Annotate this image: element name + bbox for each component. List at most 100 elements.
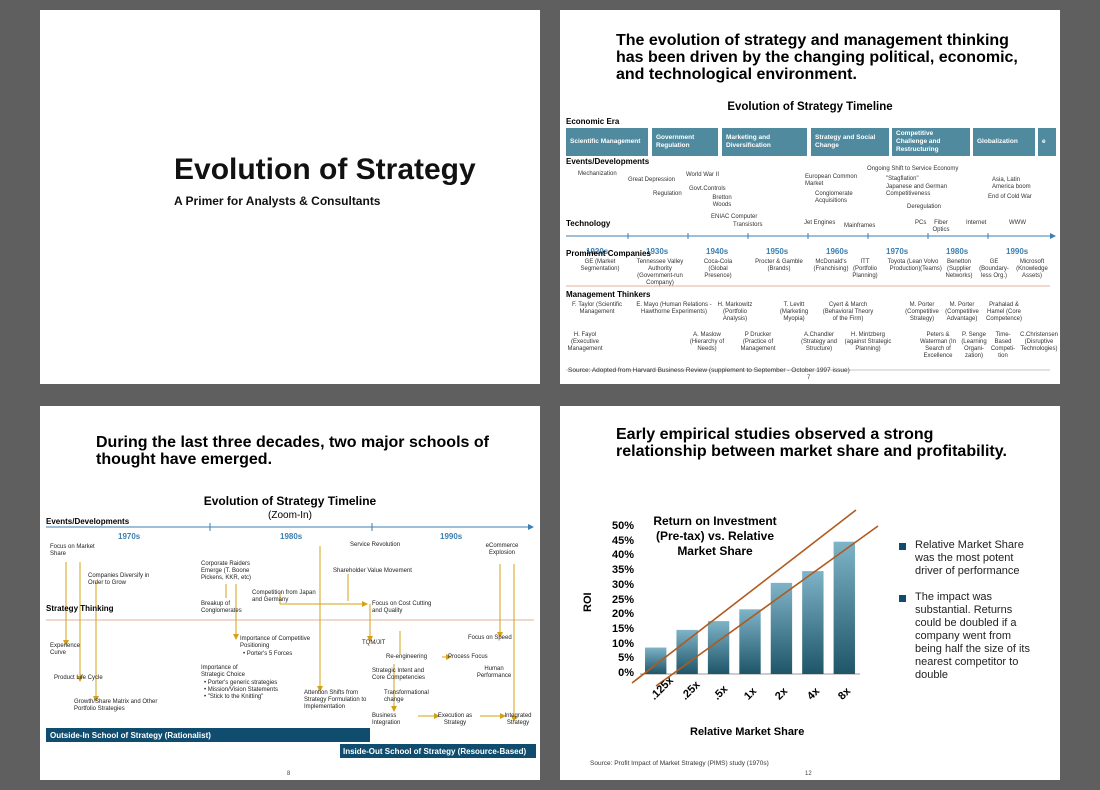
timeline-item: Attention Shifts from Strategy Formulati…	[304, 690, 367, 710]
y-tick-label: 50%	[611, 520, 634, 532]
era-scientific-management: Scientific Management	[566, 128, 648, 156]
page-number: 8	[287, 771, 291, 777]
economic-era-label: Economic Era	[566, 117, 620, 126]
tech-item: WWW	[1009, 220, 1026, 226]
y-tick-label: 10%	[611, 637, 634, 650]
thinker-item: H. Mintzberg (against Strategic Planning…	[844, 332, 892, 352]
company-item: Procter & Gamble (Brands)	[755, 259, 803, 272]
slide-timeline: The evolution of strategy and management…	[560, 10, 1060, 384]
thinker-item: Peters & Waterman (In Search of Excellen…	[919, 332, 957, 359]
source-note: Source: Profit Impact of Market Strategy…	[590, 760, 769, 767]
y-tick-label: 40%	[611, 549, 634, 562]
slide3-headline: During the last three decades, two major…	[96, 434, 489, 468]
timeline-item: Human Performance	[476, 666, 512, 679]
timeline-item: eCommerce Explosion	[485, 543, 519, 556]
technology-label: Technology	[566, 219, 611, 228]
decade-label: 1930s	[646, 247, 669, 256]
company-item: Toyota (Lean Production)	[887, 259, 923, 272]
timeline-item: Focus on Cost Cutting and Quality	[372, 601, 432, 614]
thinker-item: Prahalad & Hamel (Core Competence)	[985, 302, 1023, 322]
bar-4x	[802, 571, 824, 674]
y-tick-label: 20%	[611, 608, 634, 621]
y-tick-label: 25%	[611, 593, 634, 606]
timeline-item: Companies Diversify in Order to Grow	[88, 573, 150, 586]
company-item: Benetton (Supplier Networks)	[945, 259, 973, 279]
company-item: Volvo (Teams)	[920, 259, 942, 272]
timeline-item: Product Life Cycle	[54, 675, 103, 681]
timeline-item: • Porter's 5 Forces	[243, 651, 293, 657]
deck-title: Evolution of Strategy	[174, 153, 476, 186]
zoom-label: (Zoom-In)	[268, 510, 312, 521]
bullet-marker	[899, 595, 906, 602]
roi-bar-chart	[631, 509, 879, 687]
thinker-item: E. Mayo (Human Relations - Hawthorne Exp…	[636, 302, 712, 315]
thinker-item: C.Christensen (Disruptive Technologies)	[1019, 332, 1058, 352]
tech-item: Jet Engines	[804, 220, 836, 226]
timeline-item: Process Focus	[448, 654, 488, 660]
page-number: 7	[807, 375, 811, 381]
timeline-item: Breakup of Conglomerates	[201, 601, 242, 614]
event-item: Asia, Latin America boom	[992, 177, 1031, 190]
timeline-item: Importance of Competitive Positioning	[240, 636, 311, 649]
events-label: Events/Developments	[46, 517, 130, 526]
decade-label: 1960s	[826, 247, 849, 256]
bar-.5x	[707, 621, 730, 674]
outside-in-school-label: Outside-In School of Strategy (Rationali…	[50, 731, 211, 740]
timeline-item: • Mission/Vision Statements	[204, 687, 279, 693]
company-item: Microsoft (Knowledge Assets)	[1016, 259, 1048, 279]
trend-line-2	[655, 525, 879, 687]
bar-.125x	[645, 647, 667, 674]
timeline-item: Re-engineering	[386, 654, 428, 660]
timeline-item: • Porter's generic strategies	[204, 680, 278, 686]
timeline-item: Corporate Raiders Emerge (T. Boone Picke…	[201, 561, 252, 581]
thinkers-label: Management Thinkers	[566, 290, 651, 299]
thinker-item: A. Maslow (Hierarchy of Needs)	[689, 332, 725, 352]
deck-subtitle: A Primer for Analysts & Consultants	[174, 194, 381, 208]
decade-label: 1950s	[766, 247, 789, 256]
decade-label: 1990s	[440, 532, 463, 541]
thinker-item: F. Taylor (Scientific Management	[572, 302, 622, 315]
event-item: End of Cold War	[988, 194, 1032, 200]
inside-out-school-label: Inside-Out School of Strategy (Resource-…	[343, 747, 527, 756]
decade-label: 1940s	[706, 247, 729, 256]
timeline-item: Focus on Speed	[468, 635, 512, 641]
timeline-title: Evolution of Strategy Timeline	[727, 101, 893, 113]
bar-8x	[833, 541, 855, 674]
company-item: Tennessee Valley Authority (Government-r…	[636, 259, 684, 286]
timeline-item: Transformational change	[384, 690, 429, 703]
thinker-item: P Drucker (Practice of Management	[740, 332, 776, 352]
y-tick-label: 35%	[611, 564, 634, 577]
y-tick-label: 0%	[618, 667, 634, 679]
bar-2x	[770, 582, 793, 674]
thinker-item: H. Fayol (Executive Management	[567, 332, 603, 352]
company-item: GE (Market Segmentation)	[580, 259, 620, 272]
y-tick-label: 15%	[611, 622, 634, 635]
slide2-headline: The evolution of strategy and management…	[616, 32, 1018, 83]
timeline-item: Growth/Share Matrix and Other Portfolio …	[74, 699, 158, 712]
decade-label: 1980s	[280, 532, 303, 541]
bar-.25x	[676, 629, 698, 674]
bullet-text: Relative Market Share was the most poten…	[915, 539, 1024, 577]
timeline-item: Service Revolution	[350, 542, 401, 548]
event-item: World War II	[686, 172, 720, 178]
timeline-axis	[566, 233, 1056, 371]
slide-schools: During the last three decades, two major…	[40, 406, 540, 780]
thinker-item: M. Porter (Competitive Advantage)	[945, 302, 979, 322]
timeline-item: Integrated Strategy	[504, 713, 532, 726]
event-item: Japanese and German Competitiveness	[886, 184, 948, 197]
timeline-item: Shareholder Value Movement	[333, 568, 412, 574]
era-globalization: Globalization	[973, 128, 1035, 156]
timeline-item: Business Integration	[372, 713, 401, 726]
event-item: Bretton Woods	[712, 195, 732, 208]
thinker-item: H. Markowitz (Portfolio Analysis)	[717, 302, 753, 322]
y-tick-label: 45%	[611, 534, 634, 547]
decade-label: 1980s	[946, 247, 969, 256]
tech-item: Internet	[966, 220, 987, 226]
page-number: 12	[805, 771, 812, 777]
tech-item: PCs	[915, 220, 927, 226]
era-e: e	[1038, 128, 1056, 156]
slide-market-share: Early empirical studies observed a stron…	[560, 406, 1060, 780]
event-item: Conglomerate Acquisitions	[815, 191, 853, 204]
tech-item: Transistors	[733, 222, 763, 228]
timeline-title: Evolution of Strategy Timeline	[203, 494, 377, 508]
